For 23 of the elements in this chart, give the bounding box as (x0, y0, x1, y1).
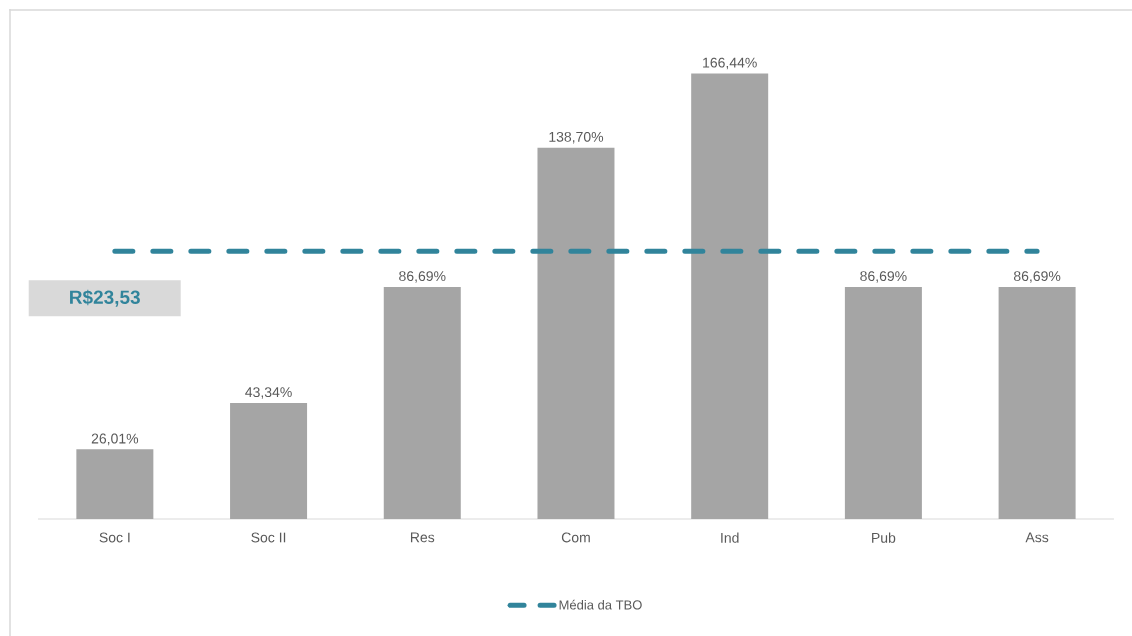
bar (383, 286, 461, 519)
bar (844, 286, 922, 519)
data-label: 86,69% (399, 271, 446, 283)
data-label: 26,01% (91, 433, 139, 446)
data-label: 86,69% (1013, 271, 1061, 283)
bar (76, 449, 154, 519)
bar (691, 73, 769, 519)
annotation: R$23,53 (70, 289, 140, 307)
bar (537, 147, 615, 519)
x-tick-label: Soc II (251, 532, 286, 543)
data-label: 86,69% (860, 271, 907, 283)
x-tick-label: Ass (1025, 532, 1049, 543)
data-label: 138,70% (549, 131, 604, 144)
data-label: 43,34% (245, 387, 292, 399)
x-tick-label: Ind (721, 532, 739, 543)
x-tick-label: Com (561, 532, 590, 543)
bar (230, 402, 308, 519)
legend-label: Média da TBO (559, 599, 642, 610)
x-tick-label: Res (410, 532, 435, 543)
data-label: 166,44% (703, 57, 757, 70)
bar (998, 286, 1076, 519)
x-tick-label: Soc I (99, 532, 130, 543)
x-tick-label: Pub (872, 532, 896, 543)
